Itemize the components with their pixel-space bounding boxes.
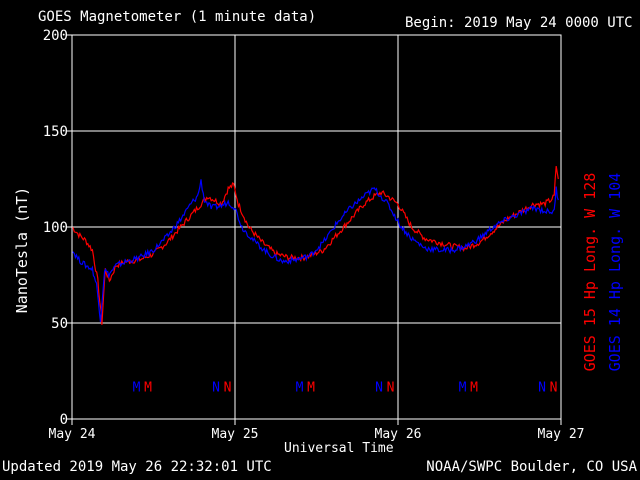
- y-tick-label: 50: [51, 316, 68, 332]
- x-tick-label: May 27: [538, 427, 585, 442]
- marker-m-5: M: [307, 380, 315, 395]
- marker-m-4: M: [296, 380, 304, 395]
- y-tick-label: 0: [60, 412, 68, 428]
- marker-n-2: N: [212, 380, 220, 395]
- begin-time: Begin: 2019 May 24 0000 UTC: [405, 15, 633, 31]
- x-tick-label: May 25: [212, 427, 259, 442]
- chart-title: GOES Magnetometer (1 minute data): [38, 9, 317, 25]
- x-axis-label: Universal Time: [284, 441, 394, 456]
- y-axis-label: NanoTesla (nT): [13, 186, 31, 314]
- y-tick-label: 150: [43, 124, 68, 140]
- tick-labels: 0 50 100 150 200 May 24 May 25 May 26 May 27: [43, 28, 585, 442]
- marker-n-7: N: [387, 380, 395, 395]
- series-lines: [71, 166, 559, 325]
- grid-lines: [71, 34, 562, 420]
- marker-n-10: N: [538, 380, 546, 395]
- marker-n-11: N: [550, 380, 558, 395]
- marker-m-8: M: [459, 380, 467, 395]
- marker-m-0: M: [133, 380, 141, 395]
- marker-m-9: M: [470, 380, 478, 395]
- marker-n-3: N: [224, 380, 232, 395]
- marker-m-1: M: [144, 380, 152, 395]
- y-tick-label: 100: [43, 220, 68, 236]
- x-tick-label: May 26: [375, 427, 422, 442]
- credit-label: NOAA/SWPC Boulder, CO USA: [426, 459, 637, 475]
- y-tick-label: 200: [43, 28, 68, 44]
- x-tick-label: May 24: [49, 427, 96, 442]
- updated-timestamp: Updated 2019 May 26 22:32:01 UTC: [2, 459, 272, 475]
- series-line-goes15: [71, 166, 559, 325]
- legend-goes14: GOES 14 Hp Long. W 104: [606, 172, 624, 372]
- legend-goes15: GOES 15 Hp Long. W 128: [581, 172, 599, 372]
- series-line-goes14: [71, 179, 559, 322]
- marker-n-6: N: [375, 380, 383, 395]
